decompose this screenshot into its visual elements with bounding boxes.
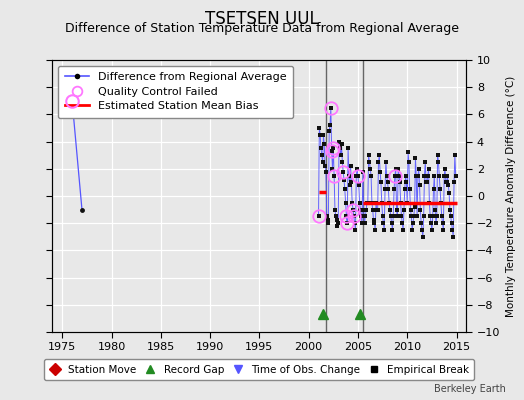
Legend: Station Move, Record Gap, Time of Obs. Change, Empirical Break: Station Move, Record Gap, Time of Obs. C… [45,360,474,380]
Text: Difference of Station Temperature Data from Regional Average: Difference of Station Temperature Data f… [65,22,459,35]
Y-axis label: Monthly Temperature Anomaly Difference (°C): Monthly Temperature Anomaly Difference (… [506,75,516,317]
Text: Berkeley Earth: Berkeley Earth [434,384,506,394]
Text: TSETSEN UUL: TSETSEN UUL [205,10,319,28]
